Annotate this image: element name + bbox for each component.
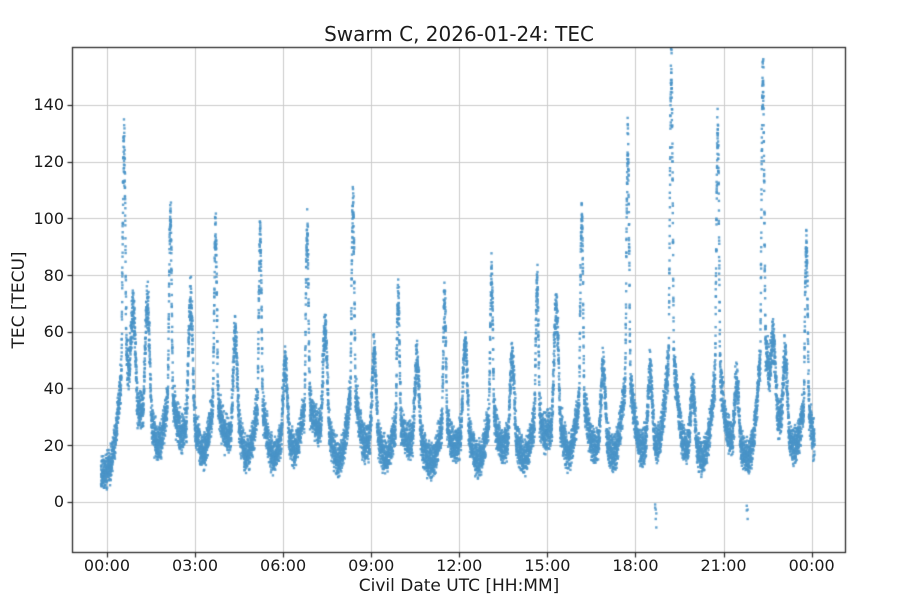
y-tick-label: 60	[43, 322, 64, 342]
x-tick-label: 00:00	[788, 556, 835, 575]
y-tick-label: 140	[33, 95, 64, 115]
x-tick-label: 12:00	[436, 556, 483, 575]
y-tick-label: 80	[43, 265, 64, 285]
y-tick-label: 20	[43, 435, 64, 455]
y-tick-label: 40	[43, 378, 64, 398]
y-tick-label: 120	[33, 152, 64, 172]
y-tick-label: 0	[53, 492, 64, 512]
x-tick-label: 06:00	[260, 556, 307, 575]
x-tick-label: 18:00	[612, 556, 659, 575]
chart-title: Swarm C, 2026-01-24: TEC	[324, 22, 594, 46]
y-tick-label: 100	[33, 208, 64, 228]
x-tick-label: 00:00	[83, 556, 130, 575]
x-tick-label: 09:00	[348, 556, 395, 575]
x-tick-label: 21:00	[700, 556, 747, 575]
x-tick-label: 15:00	[524, 556, 571, 575]
x-tick-label: 03:00	[171, 556, 219, 575]
x-axis-label: Civil Date UTC [HH:MM]	[358, 576, 560, 596]
